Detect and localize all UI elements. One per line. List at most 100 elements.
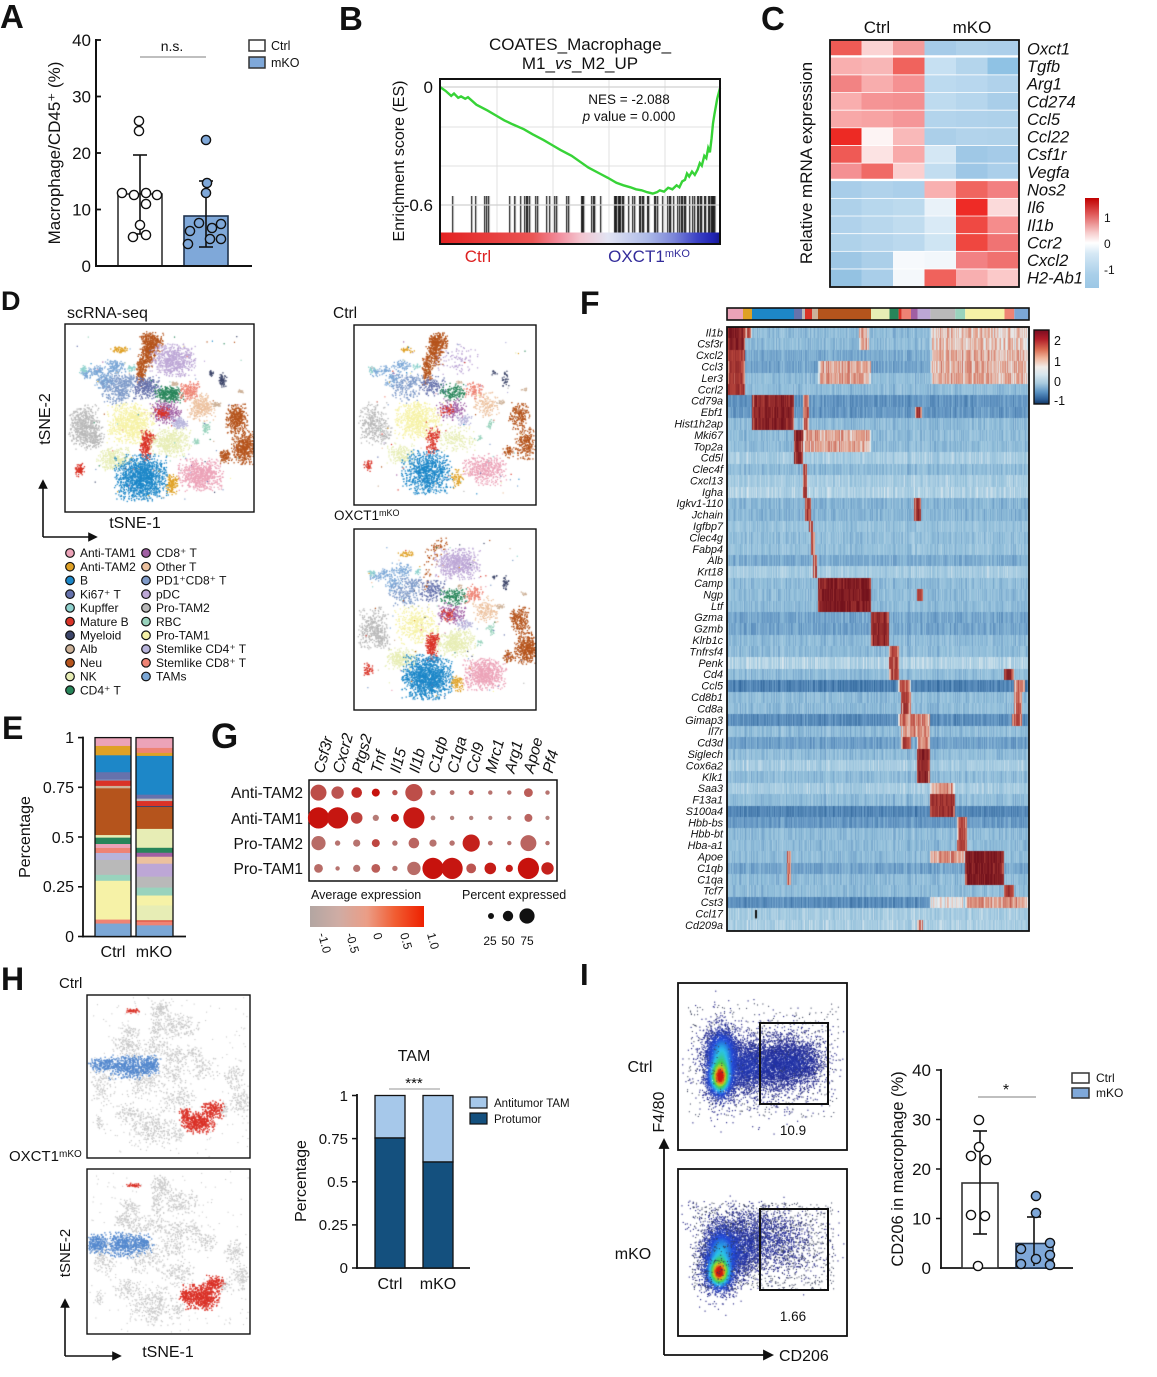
svg-text:Average expression: Average expression [311,888,421,902]
svg-text:Clec4g: Clec4g [689,532,723,544]
svg-text:Pro-TAM2: Pro-TAM2 [156,601,210,615]
svg-text:tSNE-1: tSNE-1 [109,515,161,532]
svg-text:OXCT1mKO: OXCT1mKO [9,1148,82,1165]
svg-text:0: 0 [370,931,385,941]
svg-text:Ccl5: Ccl5 [701,681,724,693]
svg-text:1: 1 [1054,355,1061,369]
svg-text:Il1b: Il1b [1027,217,1054,235]
svg-text:Macrophage/CD45⁺ (%): Macrophage/CD45⁺ (%) [45,62,64,245]
svg-text:Ltf: Ltf [711,601,724,613]
svg-text:Mature B: Mature B [80,615,129,629]
svg-text:50: 50 [501,934,515,948]
svg-text:10: 10 [912,1210,931,1229]
svg-text:Ctrl: Ctrl [1096,1071,1115,1085]
svg-text:Enrichment score (ES): Enrichment score (ES) [391,81,408,242]
svg-text:tSNE-2: tSNE-2 [57,1229,74,1277]
svg-text:Igkv1-110: Igkv1-110 [676,498,723,510]
svg-text:S100a4: S100a4 [686,806,723,818]
svg-text:0: 0 [424,78,433,97]
svg-text:0.25: 0.25 [43,879,74,896]
svg-text:mKO: mKO [615,1246,651,1263]
svg-text:Ctrl: Ctrl [271,39,290,53]
svg-text:20: 20 [72,144,91,163]
svg-text:-1.0: -1.0 [315,931,334,955]
svg-text:-0.5: -0.5 [343,931,362,955]
svg-text:n.s.: n.s. [161,38,184,54]
svg-text:OXCT1mKO: OXCT1mKO [608,247,690,266]
svg-text:10: 10 [72,201,91,220]
svg-text:Siglech: Siglech [688,749,723,761]
svg-text:Arg1: Arg1 [1026,76,1062,94]
svg-text:I: I [580,957,589,992]
svg-text:mKO: mKO [1096,1086,1123,1100]
svg-text:Ki67⁺ T: Ki67⁺ T [80,587,121,601]
svg-text:30: 30 [72,88,91,107]
svg-text:Il6: Il6 [1027,199,1045,217]
svg-text:M1_vs_M2_UP: M1_vs_M2_UP [522,54,638,73]
svg-text:Saa3: Saa3 [698,783,723,795]
svg-text:Stemlike CD8⁺ T: Stemlike CD8⁺ T [156,656,247,670]
svg-text:Hbb-bt: Hbb-bt [691,829,724,841]
svg-text:Tnfrsf4: Tnfrsf4 [689,646,723,658]
svg-text:Hbb-bs: Hbb-bs [688,817,723,829]
svg-text:NES = -2.088: NES = -2.088 [588,92,669,107]
svg-text:Igfbp7: Igfbp7 [693,521,724,533]
svg-text:Cd8a: Cd8a [697,703,723,715]
svg-text:C1qb: C1qb [697,863,723,875]
svg-text:Ctrl: Ctrl [378,1276,403,1293]
svg-text:TAM: TAM [398,1048,431,1065]
svg-text:Jchain: Jchain [691,510,723,522]
svg-text:H: H [1,961,24,997]
svg-text:Tgfb: Tgfb [1027,58,1060,76]
svg-text:NK: NK [80,670,97,684]
svg-text:-1: -1 [1054,394,1065,408]
svg-text:Cst3: Cst3 [701,897,723,909]
svg-text:0: 0 [65,929,74,946]
svg-text:Oxct1: Oxct1 [1027,40,1070,58]
svg-text:Anti-TAM2: Anti-TAM2 [80,560,136,574]
svg-text:C: C [761,0,785,37]
svg-text:75: 75 [520,934,534,948]
svg-text:Percentage: Percentage [17,796,34,878]
svg-text:Cd79a: Cd79a [691,396,723,408]
svg-text:Penk: Penk [698,658,723,670]
svg-text:Il15: Il15 [387,746,410,775]
svg-text:Cd8b1: Cd8b1 [691,692,723,704]
svg-text:Stemlike CD4⁺ T: Stemlike CD4⁺ T [156,642,247,656]
svg-text:Il1b: Il1b [706,327,723,339]
svg-text:0.5: 0.5 [327,1174,348,1191]
svg-text:0: 0 [82,257,91,276]
svg-text:F4/80: F4/80 [651,1091,668,1132]
svg-text:Ler3: Ler3 [701,373,723,385]
svg-text:F13a1: F13a1 [692,795,723,807]
svg-text:H2-Ab1: H2-Ab1 [1027,270,1083,288]
svg-text:Camp: Camp [694,578,723,590]
svg-text:Alb: Alb [706,555,723,567]
svg-text:Ctrl: Ctrl [864,18,890,37]
svg-text:25: 25 [483,934,497,948]
svg-text:Ctrl: Ctrl [59,975,82,992]
svg-text:Tcf7: Tcf7 [703,886,724,898]
svg-text:*: * [1003,1082,1009,1099]
svg-text:0: 0 [1104,237,1111,251]
svg-text:0.5: 0.5 [52,830,74,847]
svg-text:Fabp4: Fabp4 [692,544,723,556]
svg-text:OXCT1mKO: OXCT1mKO [334,508,400,523]
svg-text:Cox6a2: Cox6a2 [686,760,723,772]
svg-text:Pro-TAM1: Pro-TAM1 [234,861,303,878]
svg-text:0: 0 [922,1259,931,1278]
svg-text:Ngp: Ngp [703,589,723,601]
svg-text:tSNE-1: tSNE-1 [142,1344,194,1361]
svg-text:Cd5l: Cd5l [701,453,724,465]
svg-text:Percent expressed: Percent expressed [462,888,566,902]
svg-text:Anti-TAM1: Anti-TAM1 [80,546,136,560]
svg-text:Ctrl: Ctrl [465,247,491,266]
svg-text:Apoe: Apoe [697,852,723,864]
svg-text:Pro-TAM2: Pro-TAM2 [234,836,303,853]
svg-text:Ccl3: Ccl3 [701,362,723,374]
svg-text:Neu: Neu [80,656,102,670]
svg-text:Hist1h2ap: Hist1h2ap [674,419,723,431]
svg-text:Ccl17: Ccl17 [695,909,724,921]
svg-text:Ccr2: Ccr2 [1027,234,1062,252]
svg-text:Pro-TAM1: Pro-TAM1 [156,629,210,643]
